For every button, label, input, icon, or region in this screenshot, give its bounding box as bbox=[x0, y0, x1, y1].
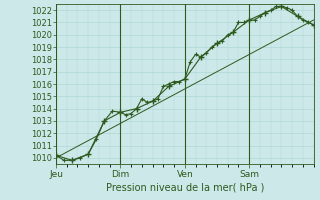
X-axis label: Pression niveau de la mer( hPa ): Pression niveau de la mer( hPa ) bbox=[106, 183, 264, 193]
